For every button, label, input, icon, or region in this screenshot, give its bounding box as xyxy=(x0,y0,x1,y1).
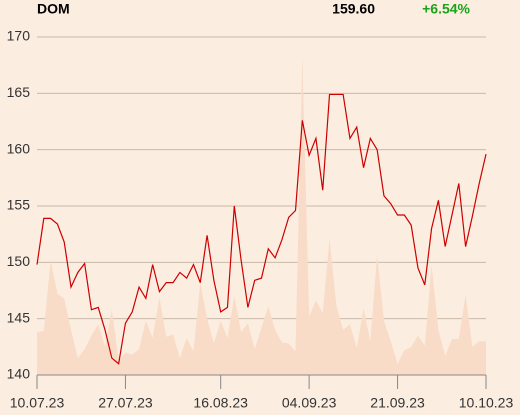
y-tick-label: 150 xyxy=(7,253,31,269)
y-tick-label: 165 xyxy=(7,84,31,100)
y-tick-label: 155 xyxy=(7,197,31,213)
x-tick-label: 04.09.23 xyxy=(282,395,337,411)
x-tick-label: 10.07.23 xyxy=(10,395,65,411)
chart-title: DOM xyxy=(37,1,70,17)
price-change: +6.54% xyxy=(422,1,470,17)
price-line xyxy=(36,93,487,365)
x-tick-label: 16.08.23 xyxy=(193,395,248,411)
x-tick-label: 21.09.23 xyxy=(370,395,425,411)
y-tick-label: 170 xyxy=(7,28,31,44)
x-tick-label: 27.07.23 xyxy=(98,395,153,411)
y-tick-label: 160 xyxy=(7,140,31,156)
y-tick-label: 145 xyxy=(7,309,31,325)
plot-area: 140 145 150 155 160 165 170 10.07.23 27.07.23 16.… xyxy=(7,28,514,411)
y-tick-label: 140 xyxy=(7,366,31,382)
volume-area xyxy=(37,55,486,375)
last-price: 159.60 xyxy=(332,1,375,17)
x-tick-label: 10.10.23 xyxy=(459,395,514,411)
